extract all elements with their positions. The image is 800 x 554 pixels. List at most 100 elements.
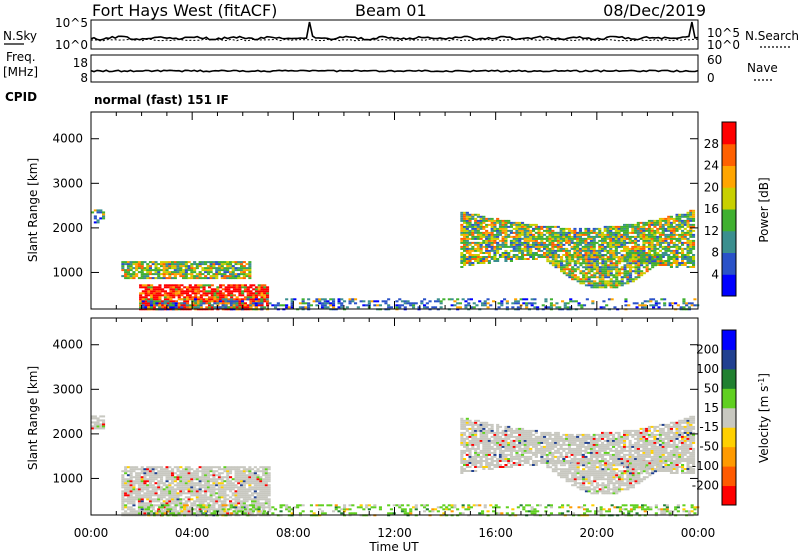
data-cell xyxy=(647,227,651,230)
data-cell xyxy=(262,466,266,469)
data-cell xyxy=(351,298,355,301)
data-cell xyxy=(548,435,552,438)
data-cell xyxy=(158,284,162,287)
data-cell xyxy=(658,221,662,224)
data-cell xyxy=(540,249,544,252)
data-cell xyxy=(482,262,486,264)
data-cell xyxy=(584,249,588,252)
data-cell xyxy=(124,271,128,274)
data-cell xyxy=(479,423,483,426)
data-cell xyxy=(195,472,199,475)
data-cell xyxy=(249,292,253,295)
data-cell xyxy=(184,470,188,473)
data-cell xyxy=(206,482,210,485)
data-cell xyxy=(251,476,255,479)
data-cell xyxy=(656,252,660,254)
data-cell xyxy=(617,243,621,246)
data-cell xyxy=(217,510,221,513)
data-cell xyxy=(656,260,660,263)
data-cell xyxy=(274,304,278,307)
data-cell xyxy=(264,472,268,475)
data-cell xyxy=(607,272,611,275)
data-cell xyxy=(598,249,602,252)
data-cell xyxy=(521,229,525,232)
data-cell xyxy=(672,237,676,240)
data-cell xyxy=(215,492,219,495)
data-cell xyxy=(208,306,212,309)
data-cell xyxy=(458,306,462,309)
data-cell xyxy=(654,300,658,303)
data-cell xyxy=(229,466,233,469)
data-cell xyxy=(645,233,649,236)
data-cell xyxy=(179,504,183,507)
data-cell xyxy=(468,256,472,258)
data-cell xyxy=(152,302,156,305)
data-cell xyxy=(460,455,464,458)
data-cell xyxy=(309,304,313,307)
data-cell xyxy=(223,480,227,483)
data-cell xyxy=(264,490,268,493)
data-cell xyxy=(578,252,582,254)
data-cell xyxy=(672,243,676,246)
data-cell xyxy=(168,478,172,481)
data-cell xyxy=(562,270,566,273)
data-cell xyxy=(617,256,621,258)
data-cell xyxy=(504,235,508,238)
data-cell xyxy=(640,260,644,263)
data-cell xyxy=(193,500,197,503)
data-cell xyxy=(686,211,690,214)
data-cell xyxy=(582,254,586,257)
data-cell xyxy=(124,273,128,276)
data-cell xyxy=(144,294,148,297)
data-cell xyxy=(226,498,230,501)
data-cell xyxy=(219,294,223,297)
data-cell xyxy=(485,258,489,260)
data-cell xyxy=(512,237,516,240)
data-cell xyxy=(468,449,472,452)
data-cell xyxy=(584,264,588,267)
data-cell xyxy=(498,431,502,434)
data-cell xyxy=(521,433,525,436)
data-cell xyxy=(229,470,233,473)
data-cell xyxy=(257,292,261,295)
data-cell xyxy=(171,277,175,280)
data-cell xyxy=(160,269,164,272)
data-cell xyxy=(184,273,188,276)
data-cell xyxy=(476,451,480,454)
data-cell xyxy=(240,484,244,487)
data-cell xyxy=(468,252,472,254)
data-cell xyxy=(609,249,613,252)
data-cell xyxy=(212,506,216,509)
data-cell xyxy=(479,449,483,452)
data-cell xyxy=(171,510,175,513)
data-cell xyxy=(171,486,175,489)
data-cell xyxy=(474,421,478,424)
data-cell xyxy=(512,243,516,246)
data-cell xyxy=(434,300,438,303)
data-cell xyxy=(140,261,144,264)
data-cell xyxy=(425,306,429,309)
data-cell xyxy=(206,498,210,501)
data-cell xyxy=(518,223,522,226)
data-cell xyxy=(593,286,597,289)
data-cell xyxy=(526,433,530,436)
data-cell xyxy=(640,274,644,277)
data-cell xyxy=(523,462,527,464)
data-cell xyxy=(257,284,261,287)
data-cell xyxy=(143,275,147,278)
data-cell xyxy=(256,494,260,497)
data-cell xyxy=(628,241,632,244)
data-cell xyxy=(515,247,519,250)
data-cell xyxy=(534,451,538,454)
data-cell xyxy=(661,231,665,234)
data-cell xyxy=(642,243,646,246)
data-cell xyxy=(567,241,571,244)
data-cell xyxy=(253,466,257,469)
data-cell xyxy=(634,243,638,246)
data-cell xyxy=(259,484,263,487)
data-cell xyxy=(521,443,525,446)
noise-strip-frame xyxy=(90,19,699,50)
data-cell xyxy=(230,292,234,295)
data-cell xyxy=(248,498,252,501)
data-cell xyxy=(614,233,618,236)
